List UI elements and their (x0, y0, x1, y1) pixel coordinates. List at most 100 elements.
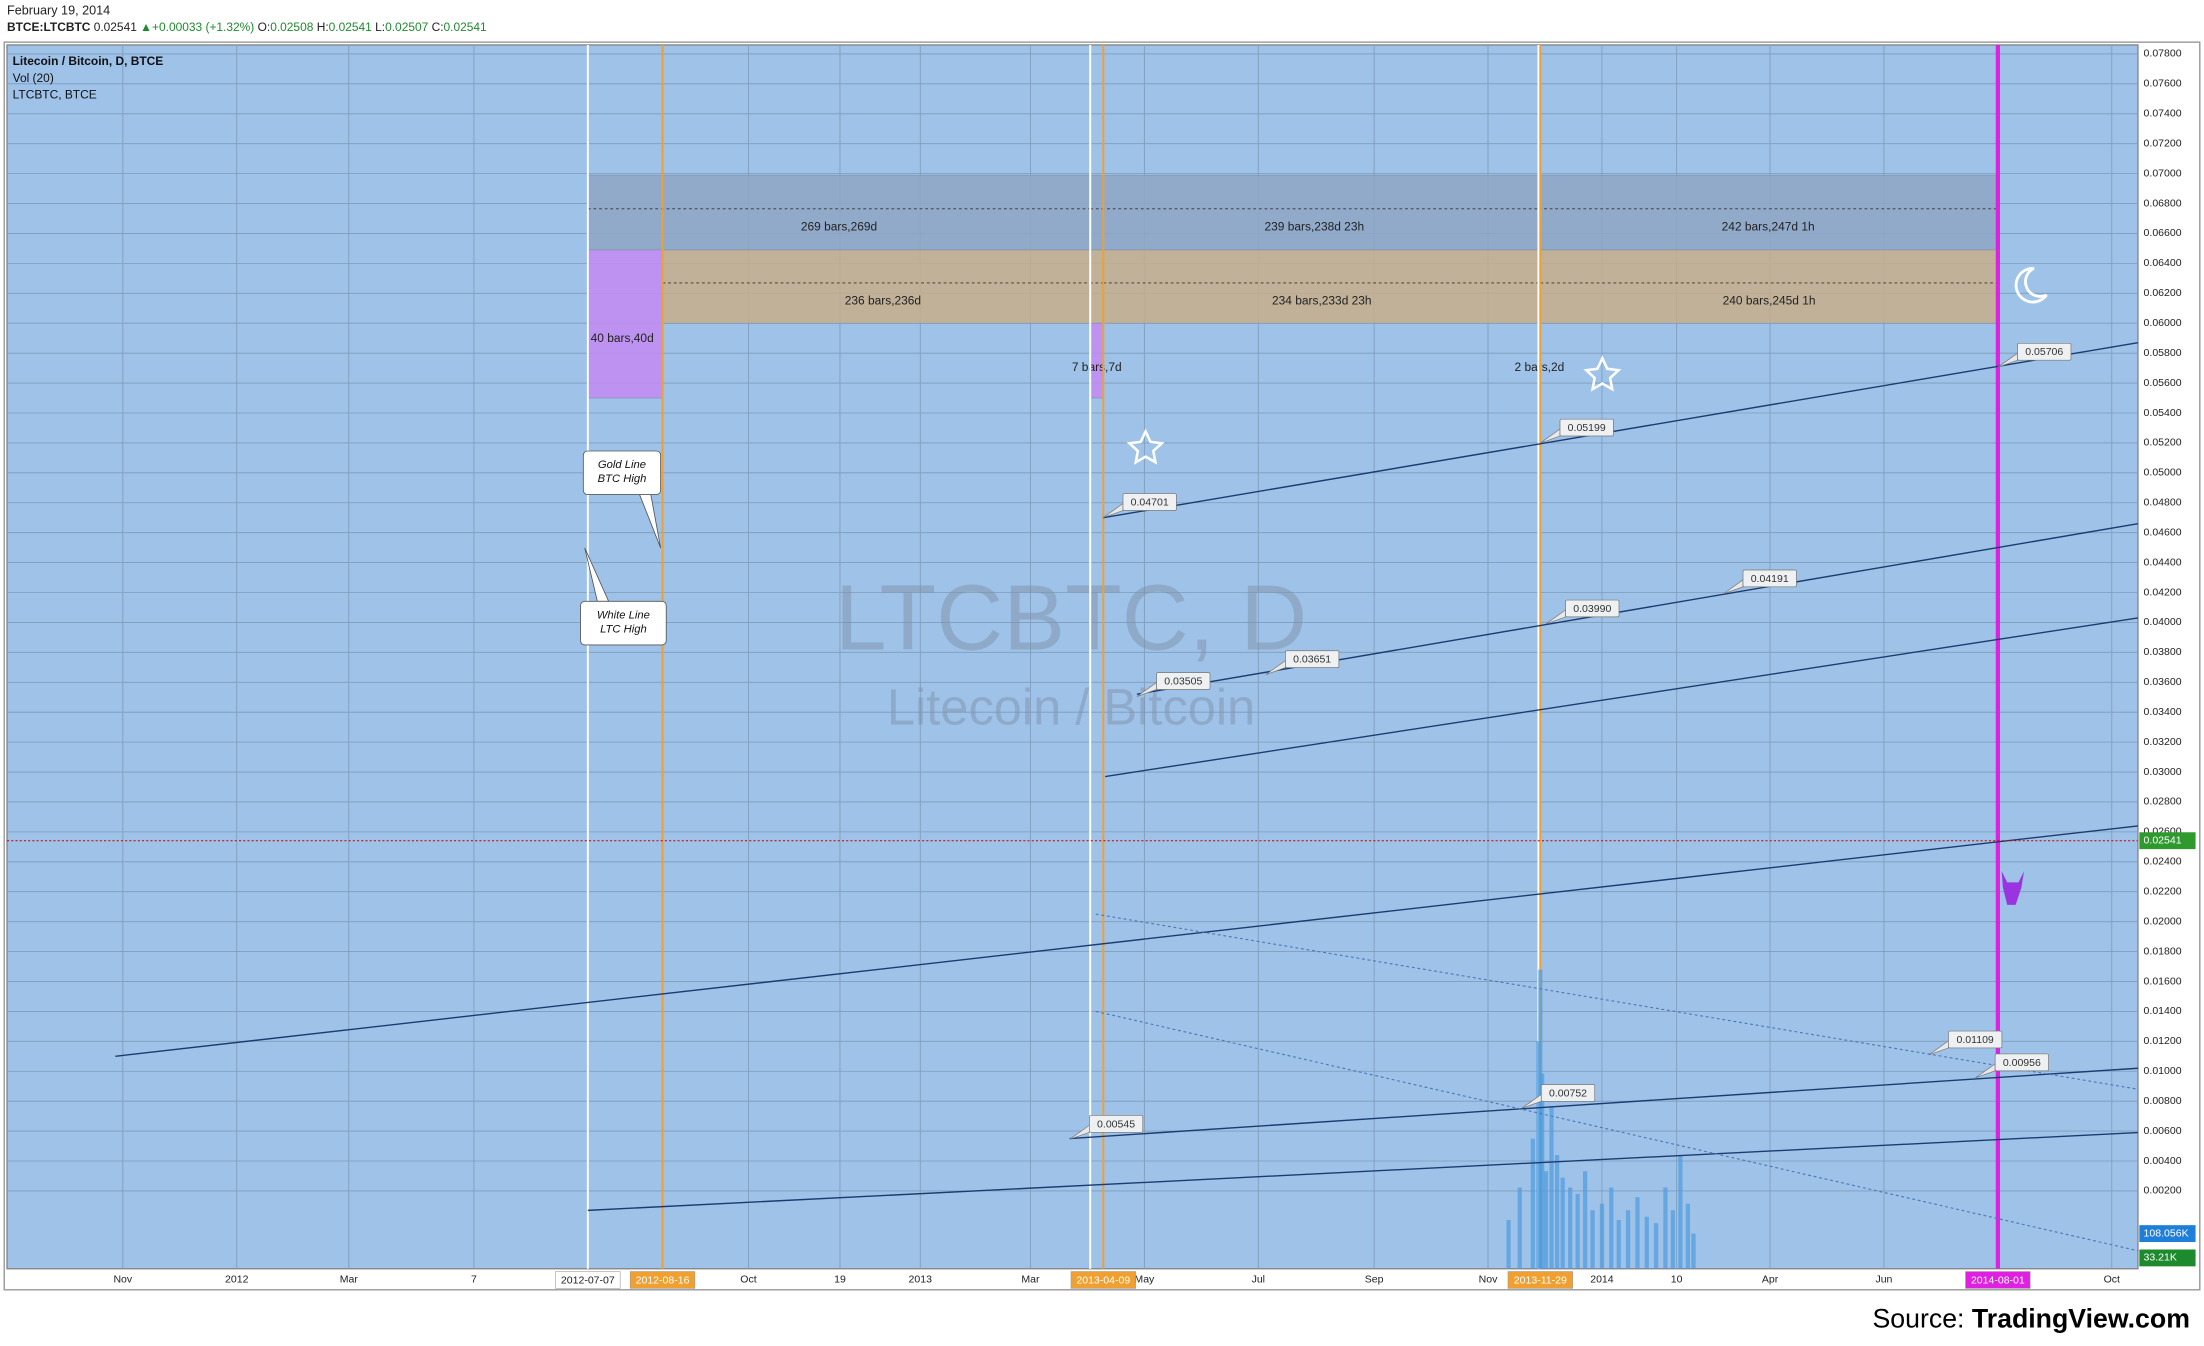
x-tick-label: Apr (1762, 1274, 1779, 1286)
date-marker-label: 2013-11-29 (1514, 1274, 1567, 1286)
volume-bar (1568, 1187, 1573, 1269)
y-tick-label: 0.00800 (2144, 1095, 2182, 1107)
price-label-box (1122, 493, 1177, 511)
volume-bar (1635, 1197, 1640, 1269)
y-tick-label: 0.02400 (2144, 856, 2182, 868)
volume-bar (1560, 1177, 1565, 1269)
bull-icon (2001, 871, 2025, 905)
y-tick-label: 0.05000 (2144, 467, 2182, 479)
price-label: 0.00752 (1549, 1087, 1587, 1099)
y-tick-label: 0.04800 (2144, 497, 2182, 509)
y-tick-label: 0.02800 (2144, 796, 2182, 808)
x-tick-label: Mar (1021, 1274, 1040, 1286)
trend-line (1095, 913, 2139, 1090)
y-tick-label: 0.06000 (2144, 317, 2182, 329)
volume-bar (1653, 1223, 1659, 1269)
y-tick-label: 0.05200 (2144, 437, 2182, 449)
trend-line (587, 1131, 2138, 1212)
source-site: TradingView.com (1972, 1304, 2190, 1334)
y-tick-label: 0.07800 (2144, 48, 2182, 60)
range-label: 242 bars,247d 1h (1722, 220, 1815, 234)
trend-line (1069, 1067, 2138, 1140)
source-note: Source: TradingView.com (1872, 1304, 2189, 1334)
date-range (587, 174, 1091, 251)
date-range (1538, 174, 1999, 251)
volume-bar (1575, 1193, 1580, 1269)
y-tick-label: 0.07200 (2144, 137, 2182, 149)
range-label: 240 bars,245d 1h (1723, 293, 1816, 307)
price-label: 0.05706 (2025, 346, 2063, 358)
volume-bar (1555, 1154, 1560, 1269)
trend-line (1103, 341, 2139, 519)
range-label: 40 bars,40d (591, 331, 654, 345)
symbol: BTCE:LTCBTC (7, 20, 91, 34)
price-label-box (2017, 342, 2072, 361)
volume-bar (1644, 1216, 1649, 1269)
range-label: 236 bars,236d (845, 293, 921, 307)
volume-bar (1625, 1210, 1631, 1269)
volume-bar (1590, 1210, 1595, 1269)
date-marker-label: 2012-08-16 (636, 1274, 690, 1286)
y-tick-label: 0.03400 (2144, 706, 2182, 718)
close-value: 0.02541 (444, 20, 488, 34)
y-tick-label: 0.02600 (2144, 826, 2182, 838)
price-label-box (1948, 1030, 2003, 1049)
y-tick-label: 0.01200 (2144, 1035, 2182, 1047)
volume-bar (1540, 1073, 1545, 1269)
change: +0.00033 (+1.32%) (152, 20, 254, 34)
x-tick-label: Sep (1365, 1274, 1384, 1286)
plot-layers: 269 bars,269d 239 bars,238d 23h 242 bars,2… (7, 44, 2139, 1269)
y-tick-label: 0.00400 (2144, 1155, 2182, 1167)
price-label: 0.03651 (1293, 654, 1331, 666)
x-tick-label: 19 (834, 1274, 846, 1286)
y-tick-label: 0.06200 (2144, 287, 2182, 299)
last-price-label: 0.02541 (2144, 834, 2182, 846)
date-range (1103, 249, 1541, 324)
y-tick-label: 0.06400 (2144, 257, 2182, 269)
x-tick-label: 2014 (1590, 1274, 1614, 1286)
date-marker-box (1070, 1271, 1136, 1289)
range-label: 239 bars,238d 23h (1265, 220, 1365, 234)
date-range (1540, 249, 1999, 324)
volume-bar (1506, 1219, 1511, 1269)
callout-text: BTC High (598, 473, 647, 485)
high-value: 0.02541 (329, 20, 373, 34)
x-tick-label: 7 (471, 1274, 477, 1286)
volume-value-box (2139, 1249, 2196, 1267)
trend-line (1105, 617, 2139, 778)
callout-box (582, 450, 662, 495)
price-label: 0.05199 (1568, 422, 1606, 434)
callout-box (580, 600, 667, 646)
volume-bar (1549, 1106, 1554, 1269)
source-prefix: Source: (1872, 1304, 1971, 1334)
callout-text: LTC High (600, 623, 647, 635)
moon-icon (2014, 266, 2048, 304)
volume-bar (1691, 1233, 1696, 1269)
y-tick-label: 0.04200 (2144, 586, 2182, 598)
y-tick-label: 0.02200 (2144, 886, 2182, 898)
range-label: 234 bars,233d 23h (1272, 293, 1372, 307)
x-tick-label: 2013 (909, 1274, 933, 1286)
high-label: H: (317, 20, 329, 34)
date-marker-label: 2012-07-07 (561, 1274, 615, 1286)
date-marker-box (1507, 1271, 1573, 1289)
y-tick-label: 0.00600 (2144, 1125, 2182, 1137)
y-tick-label: 0.01600 (2144, 975, 2182, 987)
legend-main: Litecoin / Bitcoin, D, BTCE (13, 54, 164, 68)
price-label: 0.00545 (1097, 1118, 1135, 1130)
last: 0.02541 (94, 20, 138, 34)
y-tick-label: 0.07000 (2144, 167, 2182, 179)
x-tick-label: Jul (1252, 1274, 1265, 1286)
y-tick-label: 0.03000 (2144, 766, 2182, 778)
y-tick-label: 0.05800 (2144, 347, 2182, 359)
trend-line (1095, 1010, 2139, 1252)
volume-bar (1685, 1203, 1690, 1269)
y-tick-label: 0.01800 (2144, 945, 2182, 957)
open-label: O: (258, 20, 271, 34)
star-icon (1583, 355, 1622, 392)
y-tick-label: 0.00200 (2144, 1185, 2182, 1197)
price-label-box (1994, 1053, 2049, 1072)
price-label-box (1565, 599, 1620, 618)
